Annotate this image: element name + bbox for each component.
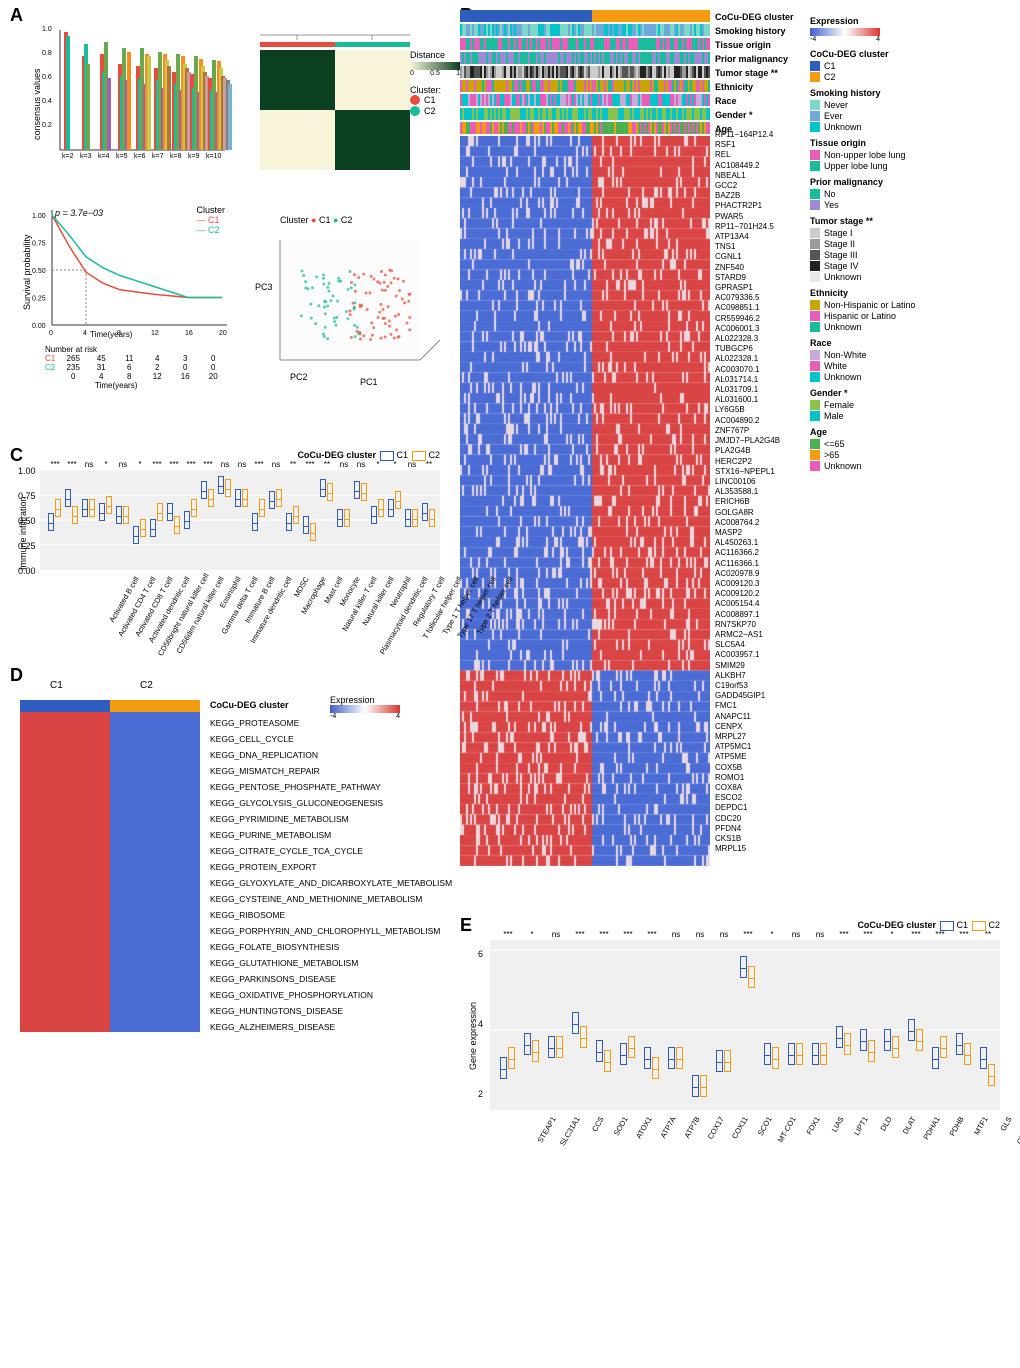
- pca-cluster-label: Cluster: [280, 215, 309, 225]
- e-legend-title: CoCu-DEG cluster: [857, 920, 936, 930]
- consensus-barchart: consensus values k=2k=3k=4k=5k=6k=7k=8k=…: [40, 20, 230, 170]
- surv-ylabel: Survival probability: [22, 234, 32, 310]
- svg-text:0: 0: [49, 330, 53, 337]
- surv-cluster-label: Cluster: [196, 205, 225, 215]
- svg-text:0.25: 0.25: [32, 296, 46, 303]
- e-ylabel: Gene expression: [468, 1002, 478, 1070]
- svg-text:0.00: 0.00: [32, 323, 46, 330]
- svg-text:16: 16: [185, 330, 193, 337]
- panel-a: consensus values k=2k=3k=4k=5k=6k=7k=8k=…: [10, 10, 450, 440]
- d-c2-label: C2: [140, 680, 153, 691]
- panel-c: Immune infiltration CoCu-DEG cluster C1 …: [10, 450, 450, 660]
- risk-title: Number at risk: [45, 345, 227, 354]
- survival-plot: Survival probability 0481216200.000.250.…: [20, 200, 230, 400]
- distance-label: Distance: [410, 50, 460, 60]
- consensus-heatmap: Distance 00.51 Cluster: C1C2: [250, 20, 430, 180]
- b-gene-labels: RP11−164P12.4RSF1RELAC108449.2NBEAL1GCC2…: [715, 130, 780, 854]
- surv-pval: p = 3.7e−03: [55, 208, 103, 218]
- panel-b: CoCu-DEG clusterSmoking historyTissue or…: [460, 10, 1010, 910]
- svg-text:4: 4: [83, 330, 87, 337]
- pc3-label: PC3: [255, 282, 273, 292]
- b-heatmap: [460, 10, 710, 866]
- pc1-label: PC1: [360, 377, 378, 387]
- d-c1-label: C1: [50, 680, 63, 691]
- svg-text:0.75: 0.75: [32, 241, 46, 248]
- b-legends: Expression-44CoCu-DEG clusterC1C2Smoking…: [810, 10, 1010, 472]
- pca-3d: Cluster ● C1 ● C2 PC1 PC2 PC3: [250, 220, 440, 390]
- panel-d: C1 C2 KEGG_PROTEASOMEKEGG_CELL_CYCLEKEGG…: [10, 670, 450, 1030]
- svg-text:20: 20: [219, 330, 227, 337]
- d-pathway-labels: KEGG_PROTEASOMEKEGG_CELL_CYCLEKEGG_DNA_R…: [210, 715, 452, 1035]
- pc2-label: PC2: [290, 372, 308, 382]
- svg-text:1.00: 1.00: [32, 213, 46, 220]
- d-expr-title: Expression: [330, 695, 400, 705]
- svg-text:0.50: 0.50: [32, 268, 46, 275]
- d-cluster-title: CoCu-DEG cluster: [210, 700, 289, 710]
- cluster-label: Cluster:: [410, 85, 460, 95]
- e-boxplot: STEAP1SLC31A1CCSSOD1ATOX1ATP7AATP7BCOX17…: [490, 940, 1000, 1190]
- d-heatmap: [20, 700, 200, 1035]
- surv-xlabel2: Time(years): [95, 381, 227, 390]
- c-boxplot: Activated B cellActivated CD4 T cellActi…: [40, 470, 440, 650]
- surv-xlabel: Time(years): [90, 330, 132, 339]
- c-ylabel: Immune infiltration: [18, 496, 28, 570]
- svg-text:12: 12: [151, 330, 159, 337]
- c-legend-title: CoCu-DEG cluster: [297, 450, 376, 460]
- panel-e: Gene expression CoCu-DEG cluster C1 C2 S…: [460, 920, 1010, 1200]
